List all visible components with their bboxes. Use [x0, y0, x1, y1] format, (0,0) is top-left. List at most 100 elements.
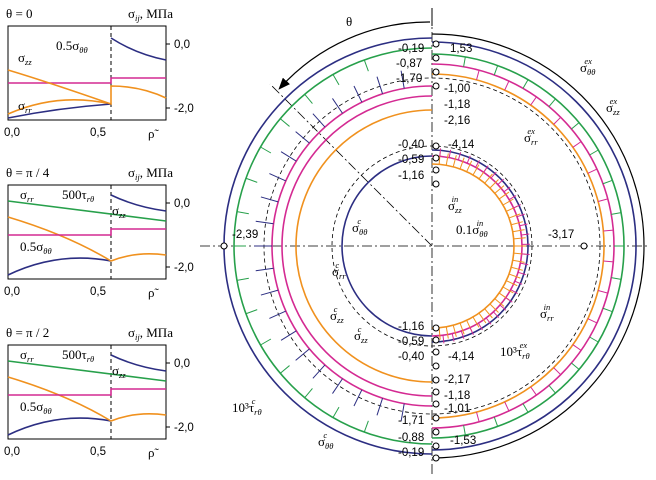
in-tick [459, 157, 465, 170]
c-tick [400, 70, 405, 89]
curve-sigma-rr-outer [110, 354, 167, 372]
ex-tick [602, 179, 613, 185]
marker-circle [220, 242, 228, 250]
c-tick [260, 289, 279, 296]
c-tick [280, 330, 297, 341]
c-tick [255, 220, 274, 225]
polar-bottom-value: -0,19 [398, 447, 424, 459]
panel-curve-label: σzz [18, 50, 32, 67]
polar-top-value: -1,18 [444, 99, 470, 111]
ex-tick [504, 401, 510, 412]
curve-sigma-zz [7, 85, 167, 115]
in-tick [451, 333, 455, 342]
panel-frame [7, 25, 167, 121]
in-tick [478, 312, 487, 324]
in-tick [502, 286, 514, 294]
theta-arrow [278, 21, 431, 90]
panel-curve-label: 0.5σθθ [20, 239, 52, 256]
in-tick [445, 153, 449, 166]
curve-sigma-rr [7, 103, 112, 119]
polar-right-value: -3,17 [548, 229, 574, 241]
label-sigma-rr-c: σrrc [332, 260, 346, 281]
panel-theta-label: θ = π / 2 [6, 325, 49, 340]
in-tick [438, 327, 441, 340]
marker-circle [432, 348, 440, 356]
in-tick [521, 233, 530, 236]
ex-tick [548, 98, 556, 107]
c-tick [269, 310, 287, 319]
in-tick [494, 185, 505, 194]
in-tick [466, 160, 473, 172]
in-tick [510, 289, 518, 294]
marker-circle [432, 362, 440, 370]
x-axis-label: ρ̃ [148, 285, 159, 300]
marker-circle [432, 54, 440, 62]
in-tick [489, 303, 499, 313]
panel-curve-label: 0.5σθθ [20, 399, 52, 416]
curve-sigma-rr [7, 417, 112, 436]
c-tick [280, 151, 297, 162]
panel: θ = π / 4 σij, МПа 0,0 -2,0 0,0 0,5 ρ̃ σrr 500τr… [4, 165, 194, 300]
panel-theta-label: θ = 0 [6, 6, 33, 21]
polar-top-value: -0,40 [398, 139, 424, 151]
marker-circle [432, 414, 440, 422]
label-sigma-zz-ex: σzzex [606, 96, 620, 117]
c-tick [245, 309, 258, 315]
in-tick [513, 204, 522, 209]
c-tick [363, 420, 369, 433]
left-panels: θ = 0 σij, МПа 0,0 -2,0 0,0 0,5 ρ̃ σzz 0.5σθθ σrr… [4, 6, 194, 460]
panel-curve-label: 500τrθ [62, 347, 94, 364]
ex-tick [463, 56, 466, 67]
x-tick-label: 0,0 [4, 286, 20, 298]
c-tick [304, 388, 313, 398]
polar-top-value: 1,53 [450, 43, 472, 55]
marker-circle [432, 388, 440, 396]
marker-circle [432, 376, 440, 384]
polar-axis-diagonal [269, 83, 433, 247]
sigma-zz-in-curve [431, 149, 529, 343]
x-tick-label: 0,5 [90, 127, 106, 139]
in-tick [512, 259, 525, 263]
in-tick [459, 322, 465, 335]
polar-bottom-value: -1,53 [450, 435, 476, 447]
curve-sigma-theta [8, 77, 166, 84]
label-sigma-rr-in: σrrin [540, 302, 554, 323]
polar-top-value: -0,19 [398, 43, 424, 55]
in-tick [452, 325, 457, 337]
marker-circle [432, 68, 440, 76]
in-tick [472, 316, 480, 328]
in-tick [477, 322, 483, 331]
in-tick [493, 311, 500, 319]
curve-sigma-rr [7, 257, 112, 276]
x-tick-label: 0,5 [90, 286, 106, 298]
c-tick [269, 173, 287, 182]
marker-circle [432, 454, 440, 462]
in-tick [516, 213, 525, 218]
in-tick [457, 152, 462, 161]
c-tick [332, 406, 340, 418]
c-tick [376, 398, 384, 416]
in-tick [513, 237, 526, 240]
label-tau-rt-c: 10³τrθc [232, 396, 262, 417]
in-tick [511, 266, 523, 271]
c-tick [304, 94, 313, 104]
in-tick [466, 155, 471, 164]
ex-tick [530, 386, 537, 396]
label-sigma-theta-c: σθθc [352, 216, 367, 237]
in-tick [475, 160, 480, 168]
x-tick-label: 0,5 [90, 446, 106, 458]
marker-circle [432, 400, 440, 408]
polar-bottom-value: -1,01 [444, 403, 470, 415]
ex-tick [522, 79, 529, 89]
y-tick-label: 0,0 [174, 39, 190, 51]
ex-tick [587, 168, 598, 174]
in-tick [502, 198, 514, 206]
in-tick [506, 280, 518, 287]
ex-tick [522, 403, 529, 413]
panel-curve-label: 0.5σθθ [56, 38, 88, 55]
marker-circle [432, 40, 440, 48]
panel-curve-label: σzz [112, 203, 126, 220]
panel-theta-label: θ = π / 4 [6, 165, 50, 180]
curve-half-sigma-theta [7, 216, 167, 262]
